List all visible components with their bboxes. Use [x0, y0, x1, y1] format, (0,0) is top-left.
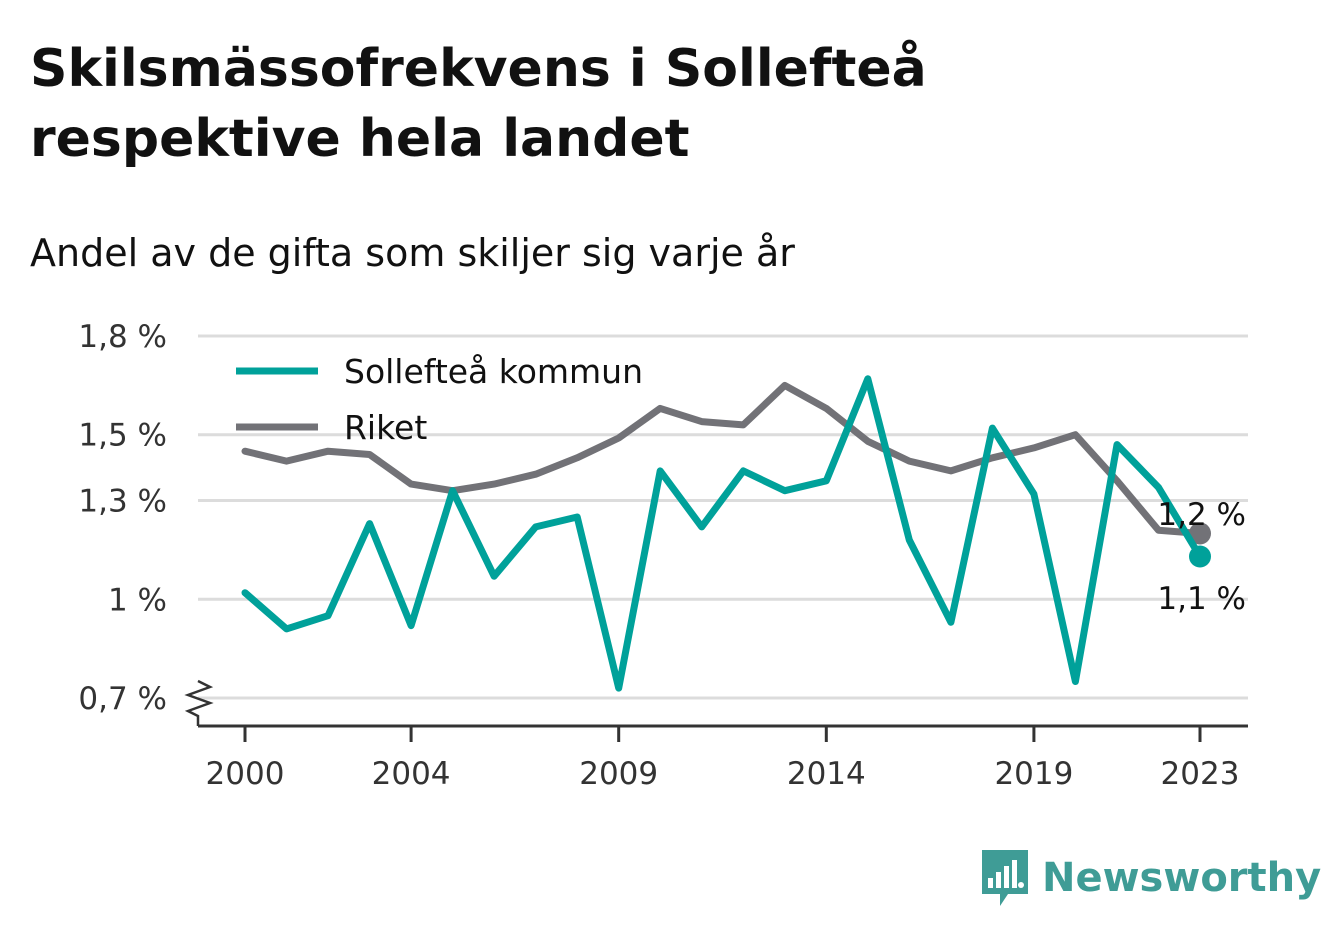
chart-title: Skilsmässofrekvens i Sollefteå respektiv…: [30, 39, 927, 169]
legend: Sollefteå kommun Riket: [236, 352, 643, 447]
series-lines: [241, 375, 1211, 692]
legend-label: Sollefteå kommun: [344, 352, 643, 391]
y-tick-label: 1,5 %: [78, 418, 167, 454]
brand-name: Newsworthy: [1042, 855, 1322, 901]
x-tick-label: 2000: [206, 756, 285, 792]
end-label-solleftea: 1,1 %: [1157, 581, 1246, 617]
y-tick-label: 0,7 %: [78, 681, 167, 717]
y-axis-ticks: 0,7 % 1 % 1,3 % 1,5 % 1,8 %: [78, 319, 167, 717]
end-label-riket: 1,2 %: [1157, 497, 1246, 533]
series-end-point: [1189, 545, 1211, 568]
y-tick-label: 1 %: [108, 582, 167, 618]
brand-logo: Newsworthy: [980, 848, 1321, 908]
legend-label: Riket: [344, 408, 427, 447]
series-line-riket: [241, 381, 1204, 537]
y-tick-label: 1,8 %: [78, 319, 167, 355]
series-end-point: [1189, 522, 1211, 545]
newsworthy-logo-icon: [982, 850, 1028, 906]
y-tick-label: 1,3 %: [78, 484, 167, 520]
axis-break-icon: [184, 679, 214, 726]
x-tick-label: 2004: [372, 756, 451, 792]
x-tick-label: 2014: [787, 756, 866, 792]
x-tick-label: 2009: [579, 756, 658, 792]
end-labels: 1,2 % 1,1 %: [1157, 497, 1246, 617]
x-tick-label: 2019: [994, 756, 1073, 792]
chart-subtitle: Andel av de gifta som skiljer sig varje …: [30, 231, 795, 275]
series-line-solleftea: [241, 375, 1204, 692]
x-tick-label: 2023: [1161, 756, 1240, 792]
x-axis-ticks: 2000 2004 2009 2014 2019 2023: [206, 726, 1240, 792]
axes: [184, 679, 1248, 728]
